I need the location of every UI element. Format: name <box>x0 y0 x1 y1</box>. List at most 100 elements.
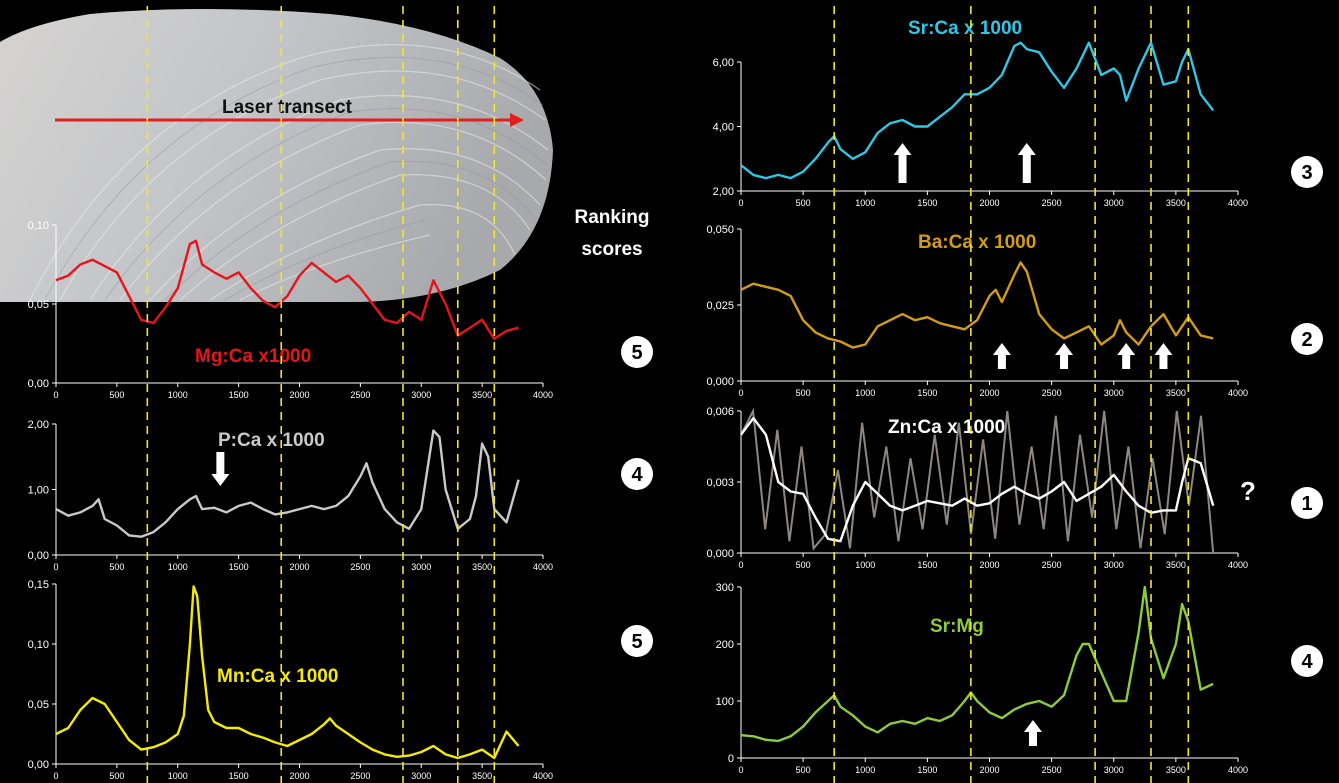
sr-x-tick-label: 1000 <box>855 198 875 208</box>
sr-chart-title: Sr:Ca x 1000 <box>908 18 1022 39</box>
mn-x-tick-label: 0 <box>53 771 58 781</box>
srmg-chart: 0 500 1000 1500 2000 2500 3000 3500 4000 0 100 200 3… <box>716 582 1248 775</box>
p-chart: 0 500 1000 1500 2000 2500 3000 3500 4000 0,00 1,00… <box>28 419 553 572</box>
zn-series-line <box>740 416 1215 543</box>
mn-chart-title: Mn:Ca x 1000 <box>217 666 338 687</box>
srmg-x-tick-label: 3500 <box>1166 765 1186 775</box>
zn-chart-title: Zn:Ca x 1000 <box>888 417 1005 438</box>
ba-x-tick-label: 500 <box>796 388 811 398</box>
sr-arrow-marker <box>1017 143 1036 183</box>
srmg-x-tick-label: 1000 <box>855 765 875 775</box>
mg-y-tick-label: 0,05 <box>28 299 49 311</box>
zn-x-tick-label: 1000 <box>855 560 875 570</box>
p-ranking-score: 4 <box>631 464 643 486</box>
ba-ranking-badge: 2 <box>1291 323 1323 355</box>
srmg-x-tick-label: 2500 <box>1042 765 1062 775</box>
zn-ranking-badge: 1 <box>1291 487 1323 519</box>
shell-photo <box>0 9 553 302</box>
srmg-chart-title: Sr:Mg <box>930 616 984 637</box>
sr-x-tick-label: 2500 <box>1042 198 1062 208</box>
mn-x-tick-label: 2000 <box>289 771 309 781</box>
zn-ranking-badge-circle <box>1291 487 1323 519</box>
srmg-ranking-score: 4 <box>1301 651 1313 673</box>
zn-uncertain-mark: ? <box>1240 476 1256 506</box>
sr-ranking-badge: 3 <box>1291 156 1323 188</box>
p-x-tick-label: 500 <box>109 562 124 572</box>
sr-x-tick-label: 500 <box>796 198 811 208</box>
laser-transect-label: Laser transect <box>222 97 353 118</box>
ba-x-tick-label: 0 <box>738 388 743 398</box>
p-x-tick-label: 2500 <box>350 562 370 572</box>
mg-ranking-badge: 5 <box>621 336 653 368</box>
sr-x-tick-label: 3000 <box>1104 198 1124 208</box>
p-x-tick-label: 3000 <box>411 562 431 572</box>
srmg-x-tick-label: 3000 <box>1104 765 1124 775</box>
p-chart-title: P:Ca x 1000 <box>218 430 325 451</box>
ranking-scores-label-line1: Ranking <box>575 207 650 228</box>
ba-x-tick-label: 2500 <box>1042 388 1062 398</box>
zn-ranking-score: 1 <box>1301 493 1312 515</box>
srmg-y-tick-label: 0 <box>728 753 734 765</box>
sr-y-tick-label: 4,00 <box>713 122 734 134</box>
p-ranking-badge-circle <box>621 458 653 490</box>
ba-arrow-marker <box>1154 343 1173 369</box>
ba-x-tick-label: 3000 <box>1104 388 1124 398</box>
srmg-y-tick-label: 300 <box>716 582 734 594</box>
mn-ranking-score: 5 <box>631 631 642 653</box>
ba-x-tick-label: 1500 <box>917 388 937 398</box>
zn-y-tick-label: 0,003 <box>706 477 734 489</box>
ranking-scores-label-line2: scores <box>581 239 642 260</box>
ba-arrow-marker <box>1055 343 1074 369</box>
srmg-x-tick-label: 500 <box>796 765 811 775</box>
p-ranking-badge: 4 <box>621 458 653 490</box>
mg-x-tick-label: 2500 <box>350 390 370 400</box>
zn-x-tick-label: 2000 <box>979 560 999 570</box>
srmg-series-line <box>740 585 1214 743</box>
ba-y-tick-label: 0,050 <box>706 224 734 236</box>
ba-chart-title: Ba:Ca x 1000 <box>918 232 1036 253</box>
mn-ranking-badge-circle <box>621 625 653 657</box>
srmg-ranking-badge-circle <box>1291 645 1323 677</box>
zn-x-tick-label: 3500 <box>1166 560 1186 570</box>
mn-y-tick-label: 0,10 <box>28 639 49 651</box>
mg-x-tick-label: 2000 <box>289 390 309 400</box>
mn-y-tick-label: 0,05 <box>28 699 49 711</box>
zn-x-tick-label: 1500 <box>917 560 937 570</box>
mg-x-tick-label: 500 <box>109 390 124 400</box>
sr-x-tick-label: 0 <box>738 198 743 208</box>
ba-x-tick-label: 4000 <box>1228 388 1248 398</box>
srmg-ranking-badge: 4 <box>1291 645 1323 677</box>
ba-series-line <box>740 261 1214 349</box>
sr-chart: 0 500 1000 1500 2000 2500 3000 3500 4000 2,00 4,00… <box>713 18 1248 208</box>
mn-y-tick-label: 0,15 <box>28 579 49 591</box>
mn-x-tick-label: 2500 <box>350 771 370 781</box>
p-arrow-marker <box>211 452 230 486</box>
mn-y-tick-label: 0,00 <box>28 759 49 771</box>
p-x-tick-label: 3500 <box>472 562 492 572</box>
mn-chart: 0 500 1000 1500 2000 2500 3000 3500 4000 0,00 0,05… <box>28 579 553 781</box>
ba-y-tick-label: 0,000 <box>706 376 734 388</box>
mn-series-line <box>55 585 520 760</box>
mn-x-tick-label: 3500 <box>472 771 492 781</box>
ba-ranking-score: 2 <box>1301 329 1312 351</box>
mg-y-tick-label: 0,00 <box>28 378 49 390</box>
mg-y-tick-label: 0,10 <box>28 220 49 232</box>
srmg-x-tick-label: 4000 <box>1228 765 1248 775</box>
sr-y-tick-label: 6,00 <box>713 57 734 69</box>
mg-ranking-badge-circle <box>621 336 653 368</box>
mg-x-tick-label: 1500 <box>229 390 249 400</box>
guide-lines-layer <box>146 6 1190 783</box>
mn-x-tick-label: 500 <box>109 771 124 781</box>
ba-y-tick-label: 0,025 <box>706 300 734 312</box>
p-y-tick-label: 0,00 <box>28 550 49 562</box>
srmg-x-tick-label: 0 <box>738 765 743 775</box>
srmg-y-tick-label: 100 <box>716 696 734 708</box>
zn-y-tick-label: 0,000 <box>706 548 734 560</box>
sr-x-tick-label: 3500 <box>1166 198 1186 208</box>
p-y-tick-label: 2,00 <box>28 419 49 431</box>
zn-x-tick-label: 500 <box>796 560 811 570</box>
zn-x-tick-label: 3000 <box>1104 560 1124 570</box>
ba-x-tick-label: 3500 <box>1166 388 1186 398</box>
zn-x-tick-label: 0 <box>738 560 743 570</box>
